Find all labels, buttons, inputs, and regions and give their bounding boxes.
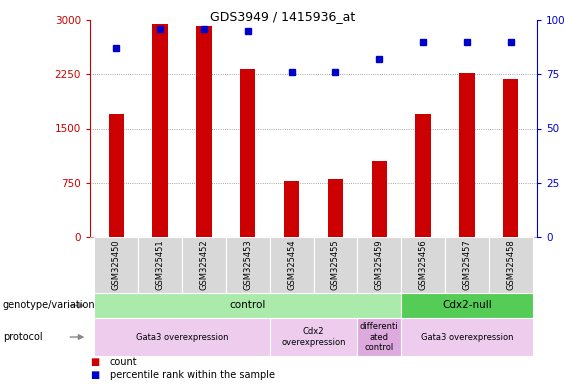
Text: GSM325457: GSM325457 (462, 240, 471, 290)
Text: GSM325459: GSM325459 (375, 240, 384, 290)
Bar (226, 237, 270, 293)
Text: GSM325453: GSM325453 (244, 240, 252, 290)
Bar (182, 237, 226, 293)
Bar (94, 237, 138, 293)
Bar (489, 237, 533, 293)
Bar (284, 181, 299, 237)
Text: Gata3 overexpression: Gata3 overexpression (136, 333, 228, 341)
Text: protocol: protocol (3, 332, 42, 342)
Text: ■: ■ (90, 370, 99, 380)
Bar (328, 179, 343, 237)
Bar (94, 293, 401, 318)
Text: GSM325454: GSM325454 (287, 240, 296, 290)
Bar (196, 26, 212, 237)
Text: GSM325455: GSM325455 (331, 240, 340, 290)
Text: percentile rank within the sample: percentile rank within the sample (110, 370, 275, 380)
Bar (401, 318, 533, 356)
Text: ■: ■ (90, 357, 99, 367)
Text: differenti
ated
control: differenti ated control (360, 322, 398, 352)
Bar (357, 318, 401, 356)
Bar (357, 237, 401, 293)
Bar (153, 24, 168, 237)
Bar (240, 69, 255, 237)
Bar (415, 114, 431, 237)
Text: GSM325451: GSM325451 (155, 240, 164, 290)
Text: GSM325458: GSM325458 (506, 240, 515, 290)
Bar (459, 73, 475, 237)
Text: genotype/variation: genotype/variation (3, 301, 95, 311)
Text: GSM325456: GSM325456 (419, 240, 428, 290)
Bar (138, 237, 182, 293)
Text: count: count (110, 357, 137, 367)
Text: Gata3 overexpression: Gata3 overexpression (420, 333, 513, 341)
Text: GDS3949 / 1415936_at: GDS3949 / 1415936_at (210, 10, 355, 23)
Bar (270, 237, 314, 293)
Bar (94, 318, 270, 356)
Bar (372, 161, 387, 237)
Text: GSM325452: GSM325452 (199, 240, 208, 290)
Bar (401, 237, 445, 293)
Text: Cdx2-null: Cdx2-null (442, 301, 492, 311)
Bar (401, 293, 533, 318)
Bar (503, 79, 518, 237)
Text: control: control (229, 301, 266, 311)
Bar (314, 237, 357, 293)
Bar (108, 114, 124, 237)
Text: GSM325450: GSM325450 (112, 240, 121, 290)
Bar (445, 237, 489, 293)
Bar (270, 318, 357, 356)
Text: Cdx2
overexpression: Cdx2 overexpression (281, 327, 346, 347)
